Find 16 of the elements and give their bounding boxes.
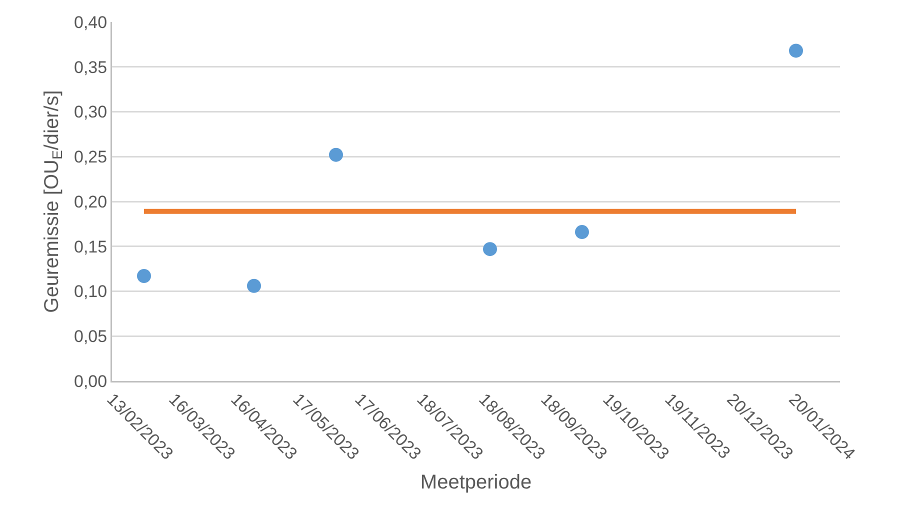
- y-tick-label: 0,00: [74, 372, 108, 391]
- point: [483, 242, 497, 256]
- point: [329, 148, 343, 162]
- y-tick-label: 0,10: [74, 282, 108, 302]
- y-tick-label: 0,35: [74, 58, 108, 77]
- y-tick-label: 0,30: [74, 102, 108, 122]
- x-axis-title: Meetperiode: [420, 472, 532, 494]
- point: [137, 268, 151, 283]
- point: [575, 225, 589, 240]
- point: [789, 44, 803, 58]
- y-tick-label: 0,40: [74, 12, 108, 32]
- y-tick-label: 0,25: [74, 148, 108, 167]
- point: [247, 278, 261, 293]
- y-tick-label: 0,20: [74, 192, 108, 212]
- y-tick-label: 0,05: [74, 327, 108, 346]
- y-tick-label: 0,15: [74, 237, 108, 256]
